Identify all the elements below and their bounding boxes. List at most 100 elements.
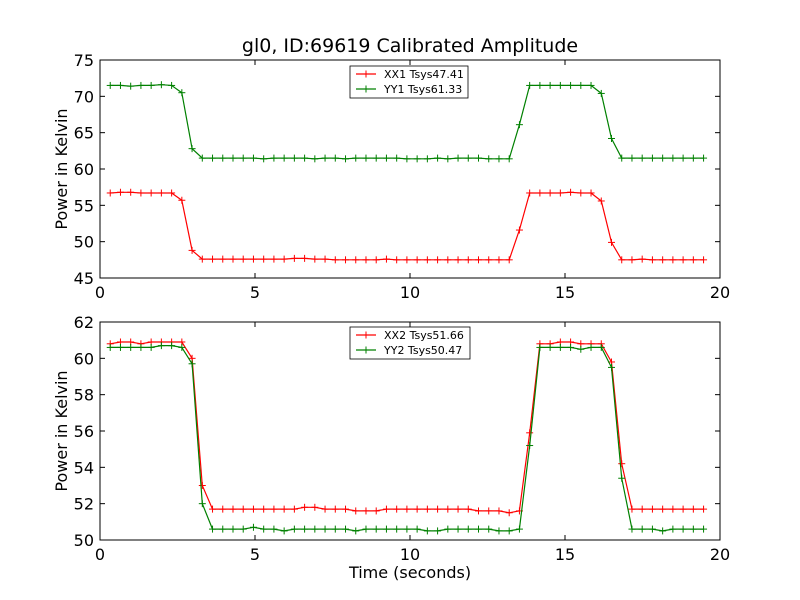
data-point [403, 155, 411, 163]
data-point [342, 505, 350, 513]
data-point [362, 256, 370, 264]
data-point [689, 525, 697, 533]
data-point [331, 154, 339, 162]
data-point [423, 527, 431, 535]
data-point [321, 255, 329, 263]
data-point [372, 525, 380, 533]
y-tick-label: 56 [74, 422, 94, 441]
data-point [219, 525, 227, 533]
data-point [116, 343, 124, 351]
data-point [168, 81, 176, 89]
data-point [423, 505, 431, 513]
data-point [219, 255, 227, 263]
data-point [147, 81, 155, 89]
data-point [700, 154, 708, 162]
data-point [638, 154, 646, 162]
data-point [321, 525, 329, 533]
y-tick-label: 54 [74, 458, 94, 477]
data-point [382, 154, 390, 162]
data-point [638, 505, 646, 513]
data-point [270, 154, 278, 162]
data-point [157, 342, 165, 350]
data-point [301, 154, 309, 162]
data-point [116, 188, 124, 196]
data-point [342, 155, 350, 163]
data-point [239, 525, 247, 533]
data-point [321, 154, 329, 162]
legend: XX2 Tsys51.66 YY2 Tsys50.47 [349, 326, 471, 360]
data-point [659, 527, 667, 535]
data-point [382, 505, 390, 513]
data-point [618, 474, 626, 482]
data-point [188, 246, 196, 254]
data-point [219, 154, 227, 162]
data-point [679, 505, 687, 513]
data-point [413, 256, 421, 264]
legend-entry: YY1 Tsys61.33 [356, 83, 462, 96]
data-point [689, 505, 697, 513]
data-point [209, 525, 217, 533]
data-point [413, 525, 421, 533]
data-point [260, 155, 268, 163]
data-point [628, 505, 636, 513]
data-point [669, 525, 677, 533]
data-point [229, 154, 237, 162]
x-tick-label: 15 [555, 283, 575, 302]
data-point [249, 154, 257, 162]
legend-entry: XX2 Tsys51.66 [356, 329, 464, 342]
data-point [608, 238, 615, 246]
data-point [485, 507, 493, 515]
axes-frame [99, 321, 721, 541]
data-point [178, 196, 186, 204]
data-point [260, 255, 268, 263]
data-point [280, 527, 288, 535]
data-point [638, 255, 646, 263]
data-point [198, 500, 206, 508]
data-point [556, 81, 564, 89]
data-point [403, 505, 411, 513]
data-point [648, 505, 656, 513]
x-tick-label: 5 [250, 545, 260, 564]
data-point [515, 525, 523, 533]
y-tick-label: 75 [74, 51, 94, 70]
data-point [372, 154, 380, 162]
data-point [464, 525, 472, 533]
legend-label: XX1 Tsys47.41 [384, 68, 464, 81]
data-point [567, 343, 575, 351]
y-tick-label: 62 [74, 313, 94, 332]
data-point [444, 155, 452, 163]
data-point [628, 525, 636, 533]
data-point [597, 343, 605, 351]
data-point [249, 255, 257, 263]
data-point [526, 189, 534, 197]
y-tick-label: 60 [74, 349, 94, 368]
data-point [618, 154, 626, 162]
data-point [106, 189, 114, 197]
data-point [700, 256, 708, 264]
data-point [352, 154, 360, 162]
data-point [372, 507, 380, 515]
data-point [454, 525, 462, 533]
data-point [567, 188, 575, 196]
data-point [239, 505, 247, 513]
data-point [536, 81, 544, 89]
data-point [229, 525, 237, 533]
legend-label: XX2 Tsys51.66 [384, 329, 464, 342]
data-point [464, 505, 472, 513]
legend-entry: YY2 Tsys50.47 [356, 344, 462, 357]
data-point [526, 442, 534, 450]
x-tick-label: 20 [710, 283, 730, 302]
data-point [280, 154, 288, 162]
data-point [495, 256, 503, 264]
data-point [413, 505, 421, 513]
data-point [137, 81, 145, 89]
data-point [290, 154, 298, 162]
x-axis-label: Time (seconds) [348, 563, 471, 582]
data-point [608, 134, 615, 142]
y-tick-label: 58 [74, 386, 94, 405]
data-point [546, 343, 554, 351]
data-point [168, 342, 176, 350]
data-point [505, 256, 513, 264]
data-point [352, 256, 360, 264]
data-point [270, 525, 278, 533]
